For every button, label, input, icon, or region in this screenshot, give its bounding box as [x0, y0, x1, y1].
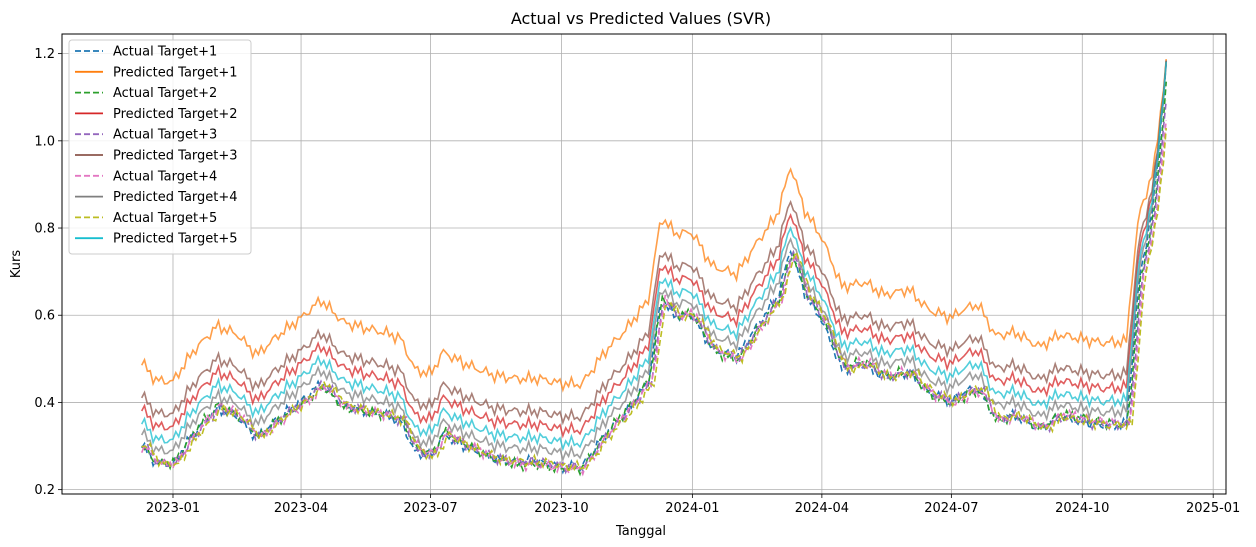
x-tick-label: 2023-10: [534, 501, 588, 516]
x-tick-label: 2024-04: [795, 501, 849, 516]
series-line-8: [140, 61, 1167, 463]
series-line-10: [140, 61, 1167, 452]
legend-label: Actual Target+3: [113, 128, 217, 143]
legend-label: Actual Target+1: [113, 45, 217, 60]
x-axis-title: Tanggal: [615, 524, 666, 539]
legend: Actual Target+1 Predicted Target+1 Actual …: [68, 39, 252, 255]
x-tick-label: 2024-10: [1055, 501, 1109, 516]
grid-lines: [62, 34, 1226, 494]
legend-label: Predicted Target+4: [113, 190, 238, 205]
y-tick-label: 0.6: [34, 309, 55, 324]
y-tick-label: 0.8: [34, 222, 55, 237]
x-tick-label: 2024-01: [665, 501, 719, 516]
y-tick-label: 1.2: [34, 47, 55, 62]
y-axis-title: Kurs: [9, 250, 24, 278]
x-tick-label: 2023-04: [274, 501, 328, 516]
legend-label: Predicted Target+1: [113, 65, 238, 80]
y-tick-label: 0.4: [34, 396, 55, 411]
y-axis: 0.2 0.4 0.6 0.8 1.0 1.2: [34, 47, 62, 498]
x-tick-label: 2023-01: [146, 501, 200, 516]
plot-frame: [61, 33, 1227, 495]
x-tick-label: 2025-01: [1186, 501, 1240, 516]
series-line-1: [141, 63, 1167, 475]
series-line-2: [140, 59, 1167, 393]
legend-label: Actual Target+4: [113, 169, 217, 184]
legend-label: Predicted Target+3: [113, 149, 238, 164]
series-line-4: [140, 60, 1167, 439]
y-tick-label: 0.2: [34, 483, 55, 498]
legend-label: Actual Target+2: [113, 86, 217, 101]
chart-title: Actual vs Predicted Values (SVR): [511, 9, 771, 28]
series-line-3: [141, 81, 1167, 477]
x-tick-label: 2024-07: [924, 501, 978, 516]
x-tick-label: 2023-07: [403, 501, 457, 516]
legend-label: Actual Target+5: [113, 211, 217, 226]
series-line-9: [141, 128, 1167, 475]
legend-label: Predicted Target+5: [113, 232, 238, 247]
legend-label: Predicted Target+2: [113, 107, 238, 122]
series-line-6: [140, 60, 1167, 426]
x-axis: 2023-01 2023-04 2023-07 2023-10 2024-01 2024-…: [146, 494, 1240, 516]
series-layer: [140, 59, 1167, 477]
legend-box: [68, 39, 252, 255]
y-tick-label: 1.0: [34, 134, 55, 149]
